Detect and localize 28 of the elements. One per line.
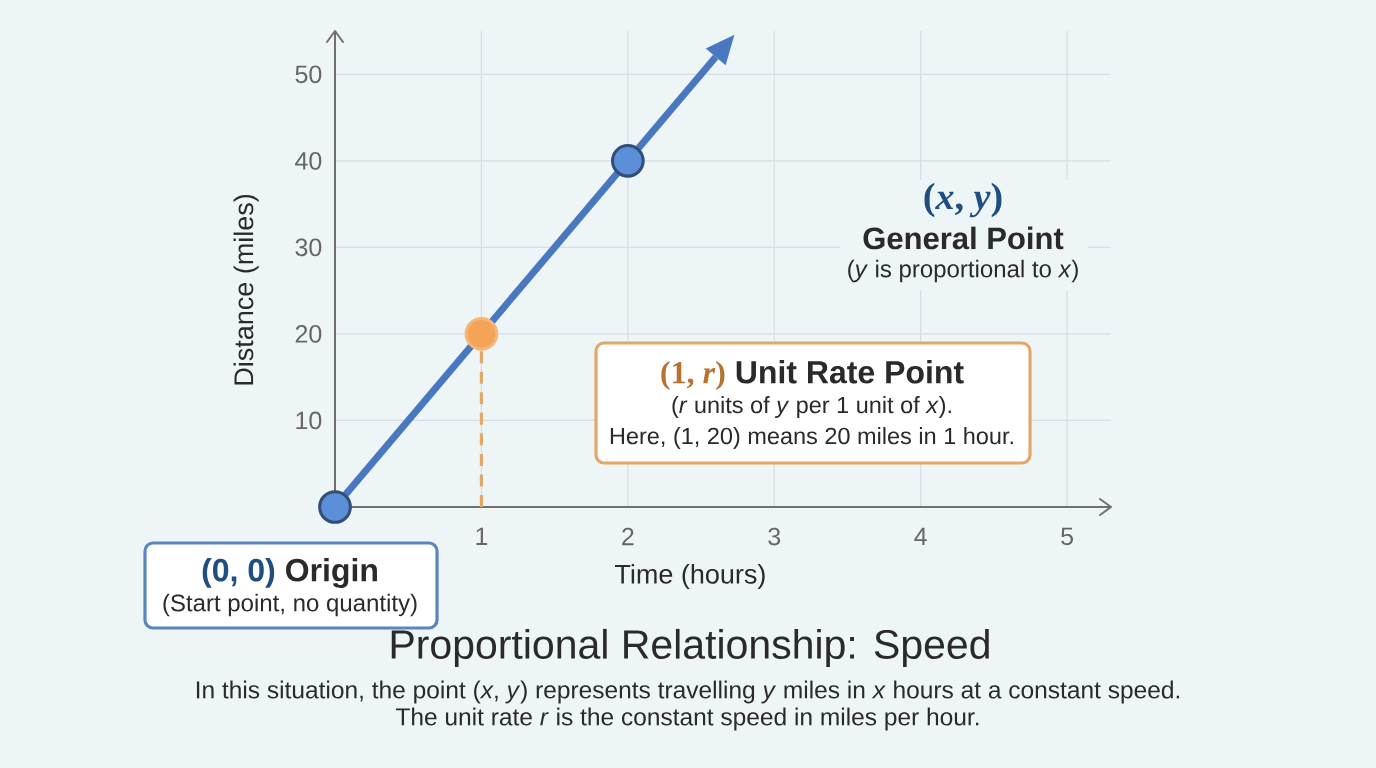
annotation: Unit Rate Point [736, 359, 964, 384]
annotation: (1, r) [661, 360, 725, 390]
y-tick-label: 30 [295, 238, 322, 257]
text: (0, 0) [202, 558, 275, 588]
text: (Start point, no quantity) [163, 593, 417, 617]
x-tick-label: 3 [768, 527, 781, 546]
text: In this situation, the point (x, y) represents travelling y miles in x hours at a constant speed. [196, 680, 1180, 704]
text: The unit rate r is the constant speed in miles per hour. [395, 707, 979, 731]
x-tick-label: 2 [622, 527, 634, 546]
x-tick-label: 5 [1061, 527, 1073, 546]
annotation: Here, (1, 20) means 20 miles in 1 hour. [610, 427, 1013, 449]
point [610, 143, 645, 178]
point [318, 490, 352, 524]
annotation: (x, y) [924, 182, 1002, 218]
y-tick-label: 20 [295, 325, 322, 343]
x-axis-title: Time (hours) [615, 563, 765, 590]
annotation: General Point [863, 226, 1064, 250]
x-tick-label: 1 [476, 527, 488, 545]
y-tick-label: 50 [295, 65, 322, 84]
text: Origin [286, 558, 377, 588]
text: Proportional Relationship: Speed [391, 628, 989, 668]
y-axis-title: Distance (miles) [233, 194, 259, 385]
y-tick-label: 40 [295, 151, 322, 170]
x-tick-label: 4 [914, 527, 927, 545]
annotation: (y is proportional to x) [848, 259, 1078, 283]
point [464, 317, 499, 351]
annotation: (r units of y per 1 unit of x). [672, 396, 951, 418]
y-tick-label: 10 [296, 411, 322, 430]
